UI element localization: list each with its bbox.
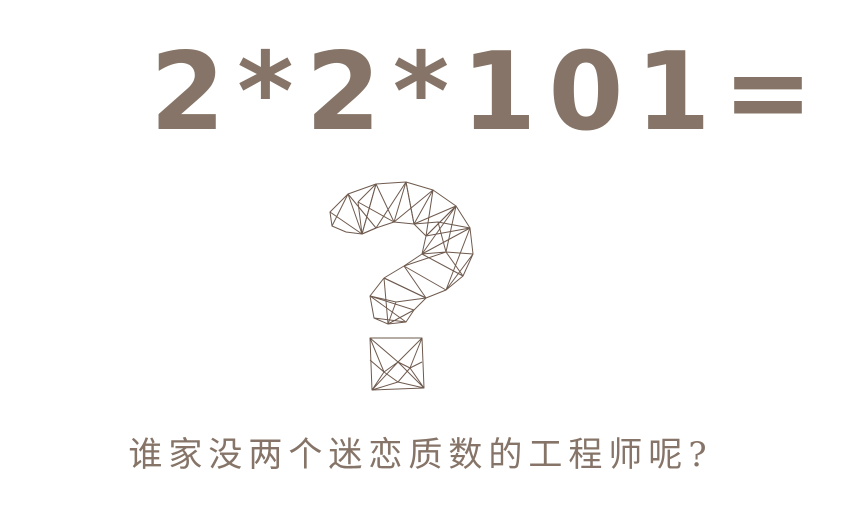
polygonal-question-mark-icon xyxy=(329,181,474,391)
caption-text: 谁家没两个迷恋质数的工程师呢? xyxy=(128,435,713,475)
equation-heading: 2*2*101= xyxy=(150,30,826,155)
